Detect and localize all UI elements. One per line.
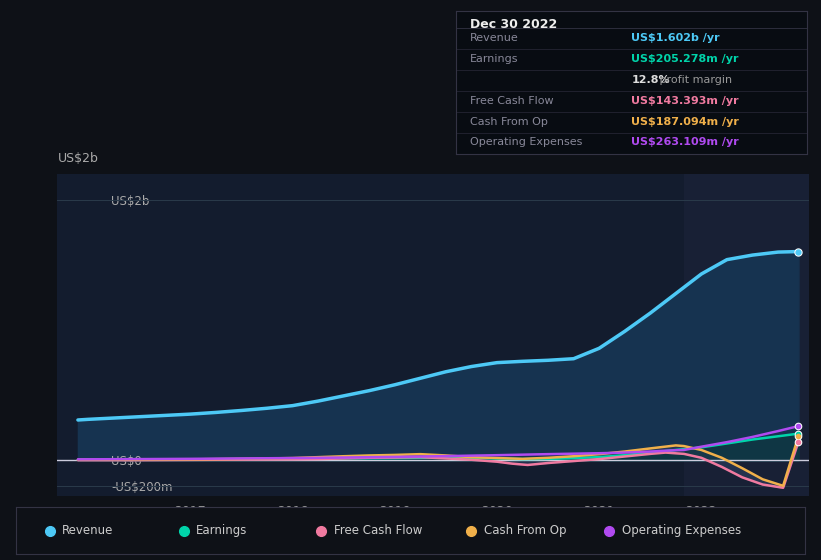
Text: US$1.602b /yr: US$1.602b /yr [631, 33, 720, 43]
Text: US$2b: US$2b [57, 152, 99, 165]
Text: Cash From Op: Cash From Op [484, 524, 566, 537]
Text: US$263.109m /yr: US$263.109m /yr [631, 138, 739, 147]
Text: Dec 30 2022: Dec 30 2022 [470, 17, 557, 31]
Text: Revenue: Revenue [470, 33, 518, 43]
Text: Earnings: Earnings [470, 54, 518, 64]
Text: Cash From Op: Cash From Op [470, 116, 548, 127]
Text: Revenue: Revenue [62, 524, 113, 537]
Text: Operating Expenses: Operating Expenses [621, 524, 741, 537]
Text: US$143.393m /yr: US$143.393m /yr [631, 96, 739, 106]
Text: Earnings: Earnings [196, 524, 247, 537]
Text: US$205.278m /yr: US$205.278m /yr [631, 54, 739, 64]
Text: Operating Expenses: Operating Expenses [470, 138, 582, 147]
Text: US$187.094m /yr: US$187.094m /yr [631, 116, 739, 127]
Bar [684, 174, 809, 496]
Text: Free Cash Flow: Free Cash Flow [334, 524, 423, 537]
Text: 12.8%: 12.8% [631, 74, 670, 85]
Text: Free Cash Flow: Free Cash Flow [470, 96, 553, 106]
Text: profit margin: profit margin [656, 74, 732, 85]
